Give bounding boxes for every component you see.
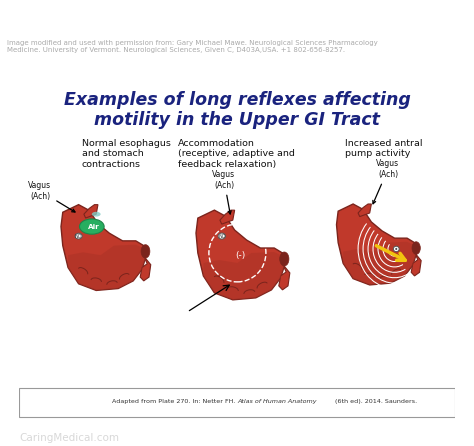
Text: Vagus
(Ach): Vagus (Ach) [28, 181, 75, 212]
Polygon shape [68, 245, 146, 290]
Polygon shape [84, 205, 98, 218]
Polygon shape [203, 252, 284, 300]
Polygon shape [279, 264, 290, 290]
Text: Examples of long reflexes affecting: Examples of long reflexes affecting [64, 91, 410, 109]
Ellipse shape [393, 246, 399, 252]
Ellipse shape [80, 219, 104, 234]
Polygon shape [220, 210, 235, 224]
Text: To digest food, the stomach needs normal vagus nerve input.: To digest food, the stomach needs normal… [7, 22, 313, 32]
Text: Image modified and used with permission from: Gary Michael Mawe. Neurological Sc: Image modified and used with permission … [7, 40, 378, 53]
Text: Air: Air [88, 223, 100, 230]
Polygon shape [411, 252, 421, 276]
Text: Adapted from Plate 270. In: Netter FH.: Adapted from Plate 270. In: Netter FH. [112, 399, 237, 405]
Text: Atlas of Human Anatomy: Atlas of Human Anatomy [237, 399, 317, 405]
Text: NO: NO [218, 234, 226, 239]
Polygon shape [358, 204, 371, 217]
Text: (-): (-) [235, 252, 245, 260]
Ellipse shape [218, 233, 226, 239]
Text: Accommodation
(receptive, adaptive and
feedback relaxation): Accommodation (receptive, adaptive and f… [178, 139, 295, 169]
Text: Stomach function is vagus nerve dependent.: Stomach function is vagus nerve dependen… [7, 7, 296, 17]
Polygon shape [343, 242, 416, 285]
Polygon shape [61, 205, 146, 290]
Ellipse shape [280, 252, 289, 266]
Ellipse shape [75, 233, 82, 239]
Ellipse shape [395, 248, 397, 250]
Text: (6th ed). 2014. Saunders.: (6th ed). 2014. Saunders. [333, 399, 417, 405]
Ellipse shape [92, 212, 100, 217]
Polygon shape [196, 210, 284, 300]
Text: NO: NO [75, 234, 82, 239]
Ellipse shape [141, 245, 150, 258]
Text: CaringMedical.com: CaringMedical.com [19, 433, 119, 443]
Text: motility in the Upper GI Tract: motility in the Upper GI Tract [94, 111, 380, 129]
Text: Vagus
(Ach): Vagus (Ach) [373, 160, 400, 204]
Text: Increased antral
pump activity: Increased antral pump activity [345, 139, 422, 158]
Polygon shape [140, 256, 151, 281]
Polygon shape [337, 204, 416, 285]
Ellipse shape [412, 242, 420, 254]
Text: Vagus
(Ach): Vagus (Ach) [212, 170, 236, 214]
Text: Normal esophagus
and stomach
contractions: Normal esophagus and stomach contraction… [82, 139, 171, 169]
